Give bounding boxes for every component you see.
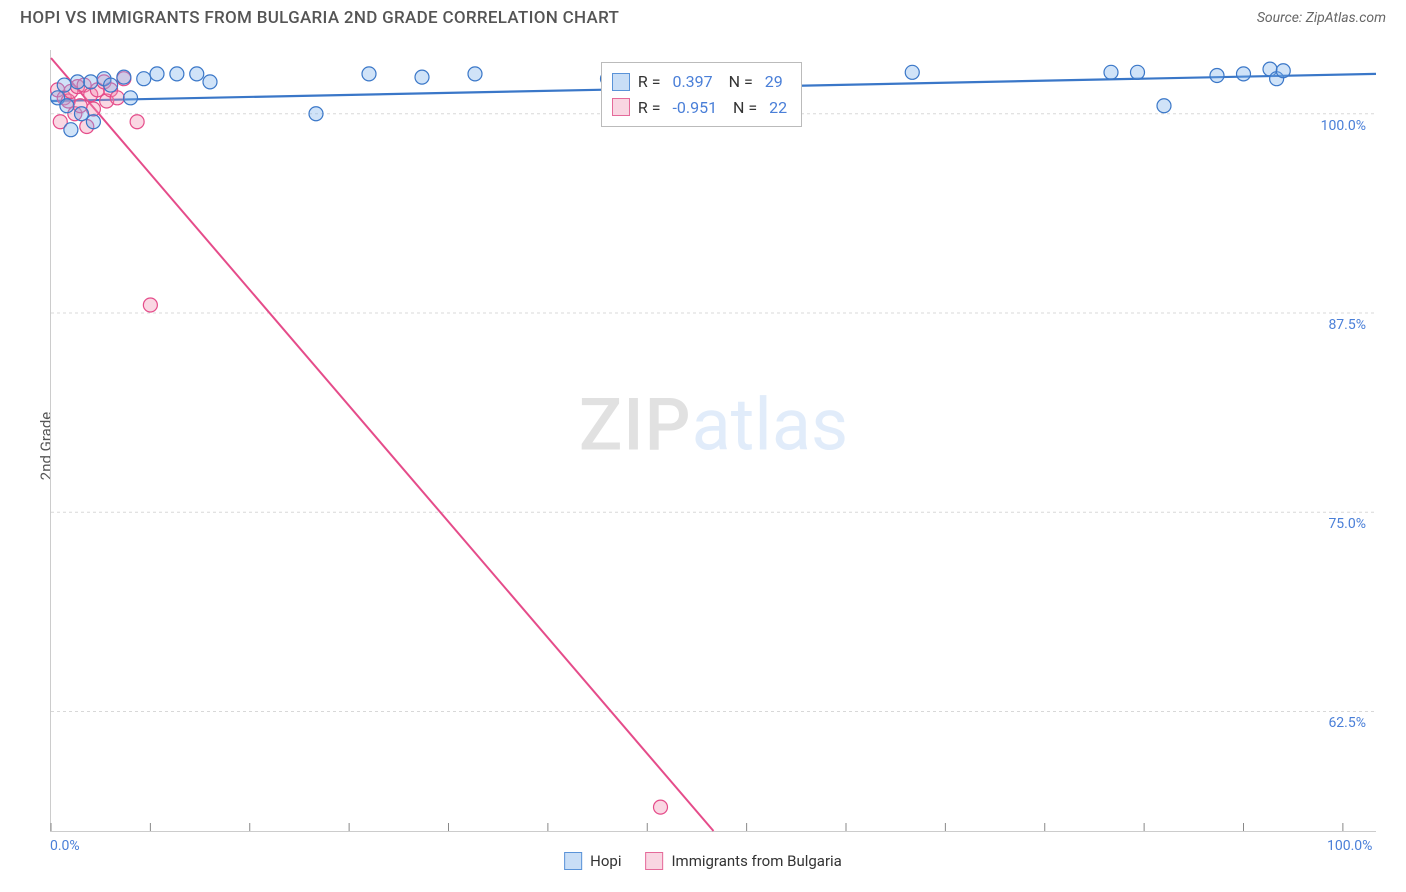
chart-title: HOPI VS IMMIGRANTS FROM BULGARIA 2ND GRA… xyxy=(20,8,619,28)
legend-swatch xyxy=(645,852,663,870)
x-tick-label: 100.0% xyxy=(1327,838,1372,854)
legend-label: Hopi xyxy=(590,852,621,870)
stat-n-value: 22 xyxy=(769,95,787,121)
legend-swatch xyxy=(612,73,630,91)
chart-svg xyxy=(51,50,1376,831)
y-tick-label: 100.0% xyxy=(1321,118,1366,134)
stat-r-label: R = xyxy=(638,69,665,95)
stats-legend-row: R = 0.397 N = 29 xyxy=(612,69,787,95)
chart-plot-area: ZIPatlas R = 0.397 N = 29R = -0.951 N = … xyxy=(50,50,1376,832)
stats-legend-row: R = -0.951 N = 22 xyxy=(612,95,787,121)
header: HOPI VS IMMIGRANTS FROM BULGARIA 2ND GRA… xyxy=(0,0,1406,32)
y-tick-label: 75.0% xyxy=(1328,516,1366,532)
stat-n-label: N = xyxy=(725,95,761,121)
source-attribution: Source: ZipAtlas.com xyxy=(1257,10,1386,26)
legend-item: Immigrants from Bulgaria xyxy=(645,852,841,870)
legend-item: Hopi xyxy=(564,852,621,870)
stat-n-value: 29 xyxy=(765,69,783,95)
legend-label: Immigrants from Bulgaria xyxy=(671,852,841,870)
x-tick-label: 0.0% xyxy=(50,838,80,854)
legend-swatch xyxy=(612,98,630,116)
stat-r-label: R = xyxy=(638,95,665,121)
stat-n-label: N = xyxy=(721,69,757,95)
y-tick-label: 62.5% xyxy=(1328,715,1366,731)
stat-r-value: -0.951 xyxy=(672,95,717,121)
legend-swatch xyxy=(564,852,582,870)
stats-legend: R = 0.397 N = 29R = -0.951 N = 22 xyxy=(601,62,802,127)
stat-r-value: 0.397 xyxy=(672,69,712,95)
y-tick-label: 87.5% xyxy=(1328,317,1366,333)
series-legend: Hopi Immigrants from Bulgaria xyxy=(564,852,842,870)
